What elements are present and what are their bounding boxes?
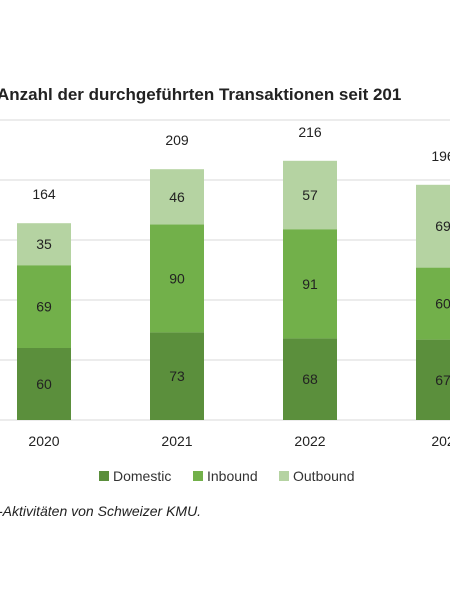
legend-label-domestic: Domestic <box>113 468 171 484</box>
data-label-domestic-2021: 73 <box>169 368 185 384</box>
total-label-2021: 209 <box>165 132 189 148</box>
total-label-bg <box>155 129 199 152</box>
gridlines <box>0 119 450 421</box>
chart-title: Anzahl der durchgeführten Transaktionen … <box>0 85 401 104</box>
legend-label-inbound: Inbound <box>207 468 258 484</box>
data-label-domestic-2022: 68 <box>302 371 318 387</box>
data-labels: 60 69 35 73 90 46 68 91 57 67 60 69 <box>36 187 450 392</box>
chart-caption: -Aktivitäten von Schweizer KMU. <box>0 503 201 519</box>
x-tick-2020: 2020 <box>28 433 59 449</box>
bar-outbound-2020 <box>17 223 71 266</box>
total-label-2020: 164 <box>32 186 56 202</box>
data-label-domestic-2020: 60 <box>36 376 52 392</box>
bar-inbound-2022 <box>283 229 337 339</box>
total-label-bg <box>22 183 66 206</box>
data-label-outbound-2022: 57 <box>302 187 318 203</box>
bar-domestic-2021 <box>150 332 204 420</box>
x-tick-2021: 2021 <box>161 433 192 449</box>
data-label-outbound-2020: 35 <box>36 236 52 252</box>
bar-outbound-2022 <box>283 160 337 230</box>
bar-domestic-2020 <box>17 348 71 420</box>
bar-inbound-2021 <box>150 224 204 333</box>
total-label-2022: 216 <box>298 124 322 140</box>
legend: Domestic Inbound Outbound <box>99 468 355 484</box>
bar-inbound-2020 <box>17 265 71 348</box>
bar-outbound-2021 <box>150 169 204 225</box>
total-label-bg <box>421 144 450 167</box>
total-labels: 164 209 216 196 <box>22 120 450 206</box>
data-label-inbound-2022: 91 <box>302 276 318 292</box>
legend-swatch-domestic <box>99 471 109 481</box>
legend-swatch-inbound <box>193 471 203 481</box>
total-label-202: 196 <box>431 148 450 164</box>
legend-swatch-outbound <box>279 471 289 481</box>
bars <box>17 160 450 420</box>
data-label-domestic-202: 67 <box>435 372 450 388</box>
bar-outbound-202 <box>416 184 450 268</box>
x-tick-202: 202 <box>431 433 450 449</box>
bar-domestic-2022 <box>283 338 337 420</box>
data-label-outbound-2021: 46 <box>169 189 185 205</box>
data-label-inbound-2020: 69 <box>36 299 52 315</box>
total-label-bg <box>288 120 332 143</box>
x-tick-2022: 2022 <box>294 433 325 449</box>
bar-domestic-202 <box>416 339 450 420</box>
data-label-inbound-2021: 90 <box>169 270 185 286</box>
data-label-outbound-202: 69 <box>435 218 450 234</box>
x-axis-ticks: 2020 2021 2022 202 <box>28 433 450 449</box>
legend-label-outbound: Outbound <box>293 468 355 484</box>
bar-inbound-202 <box>416 267 450 340</box>
data-label-inbound-202: 60 <box>435 296 450 312</box>
